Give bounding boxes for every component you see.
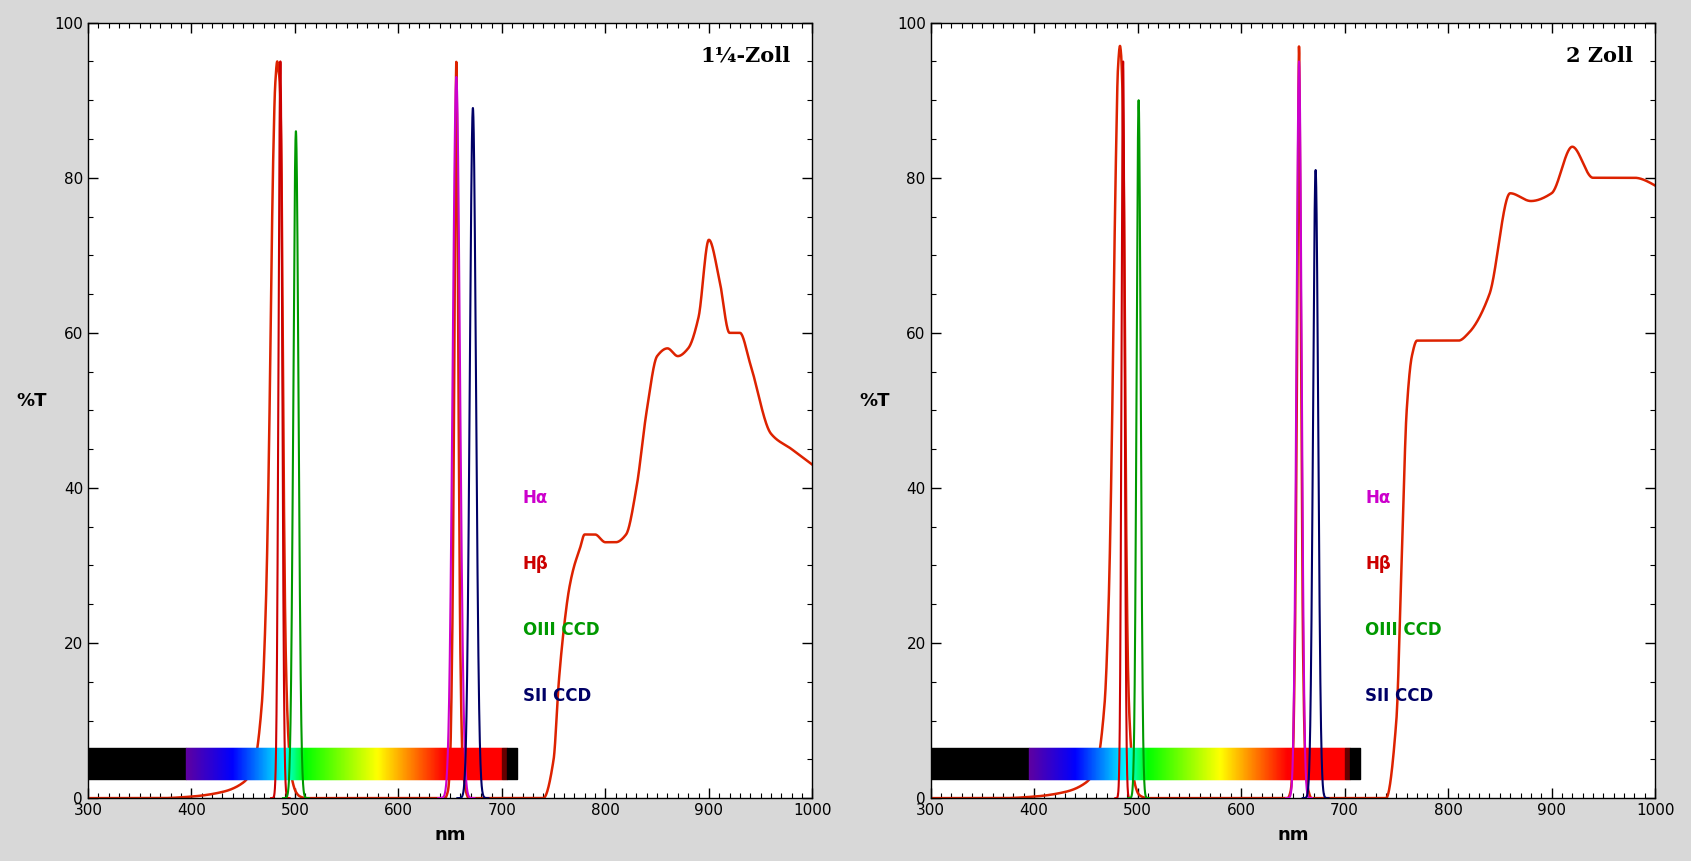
Text: Hα: Hα (1365, 489, 1390, 507)
X-axis label: nm: nm (1277, 827, 1309, 845)
X-axis label: nm: nm (435, 827, 465, 845)
Text: Hα: Hα (523, 489, 548, 507)
Text: 1¼-Zoll: 1¼-Zoll (700, 46, 791, 66)
Text: SII CCD: SII CCD (1365, 687, 1434, 705)
Text: Hβ: Hβ (523, 555, 548, 573)
Y-axis label: %T: %T (859, 393, 889, 411)
Text: Hβ: Hβ (1365, 555, 1392, 573)
Text: OIII CCD: OIII CCD (1365, 622, 1442, 639)
Y-axis label: %T: %T (17, 393, 47, 411)
Text: 2 Zoll: 2 Zoll (1566, 46, 1634, 66)
Text: OIII CCD: OIII CCD (523, 622, 599, 639)
Text: SII CCD: SII CCD (523, 687, 590, 705)
